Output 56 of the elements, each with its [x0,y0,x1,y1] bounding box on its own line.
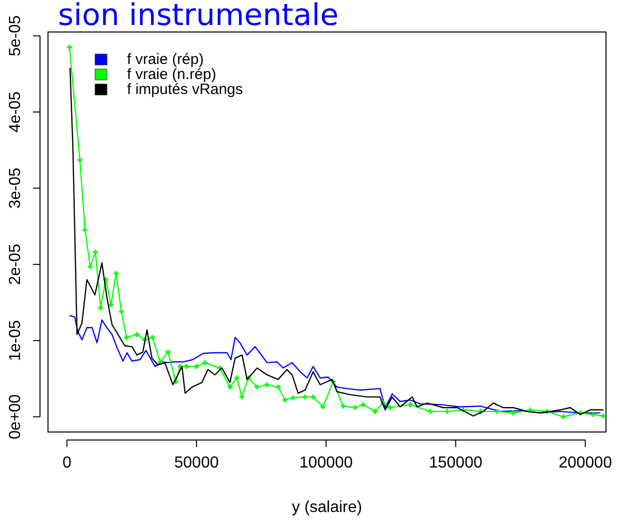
y-tick-label: 3e-05 [7,168,24,209]
point [184,364,189,369]
y-tick-label: 1e-05 [7,320,24,362]
point [510,410,516,416]
point [282,397,288,403]
point [302,394,308,400]
point [134,332,140,337]
point [340,404,346,409]
point [590,412,596,417]
point [444,408,450,414]
point [560,414,566,420]
x-tick-label: 100000 [299,454,353,472]
legend-label: f vraie (n.rép) [127,66,216,83]
y-tick-label: 0e+00 [7,394,24,440]
point [360,402,366,408]
point [82,228,88,233]
point [428,408,433,414]
point [194,364,200,369]
y-tick-label: 2e-05 [7,244,24,285]
x-tick-label: 200000 [558,454,612,472]
point [234,375,240,380]
point [108,302,114,308]
point [264,382,270,388]
point [92,250,98,255]
point [77,157,82,163]
point [494,408,500,414]
point [276,384,281,390]
point [310,394,316,400]
point [254,384,260,390]
point [352,405,358,410]
point [388,405,393,410]
x-tick-label: 0 [62,454,72,472]
point [150,335,155,340]
point [124,335,130,340]
point [114,271,119,276]
point [372,408,378,414]
x-tick-label: 50000 [174,454,219,472]
y-tick-label: 5e-05 [7,15,24,56]
point [600,413,606,419]
point [202,360,208,366]
point [408,402,413,408]
point [118,309,124,314]
legend-label: f imputés vRangs [127,81,243,98]
point [88,264,93,270]
point [290,395,296,400]
x-tick-label: 150000 [428,454,482,472]
point [239,394,244,400]
point [320,404,326,410]
y-tick-label: 4e-05 [7,91,24,132]
chart-title: sion instrumentale [58,0,339,33]
point [98,305,104,310]
point [67,44,72,50]
point [227,384,232,390]
x-axis-title: y (salaire) [292,499,362,516]
point [165,349,171,355]
legend-label: f vraie (rép) [127,51,204,68]
